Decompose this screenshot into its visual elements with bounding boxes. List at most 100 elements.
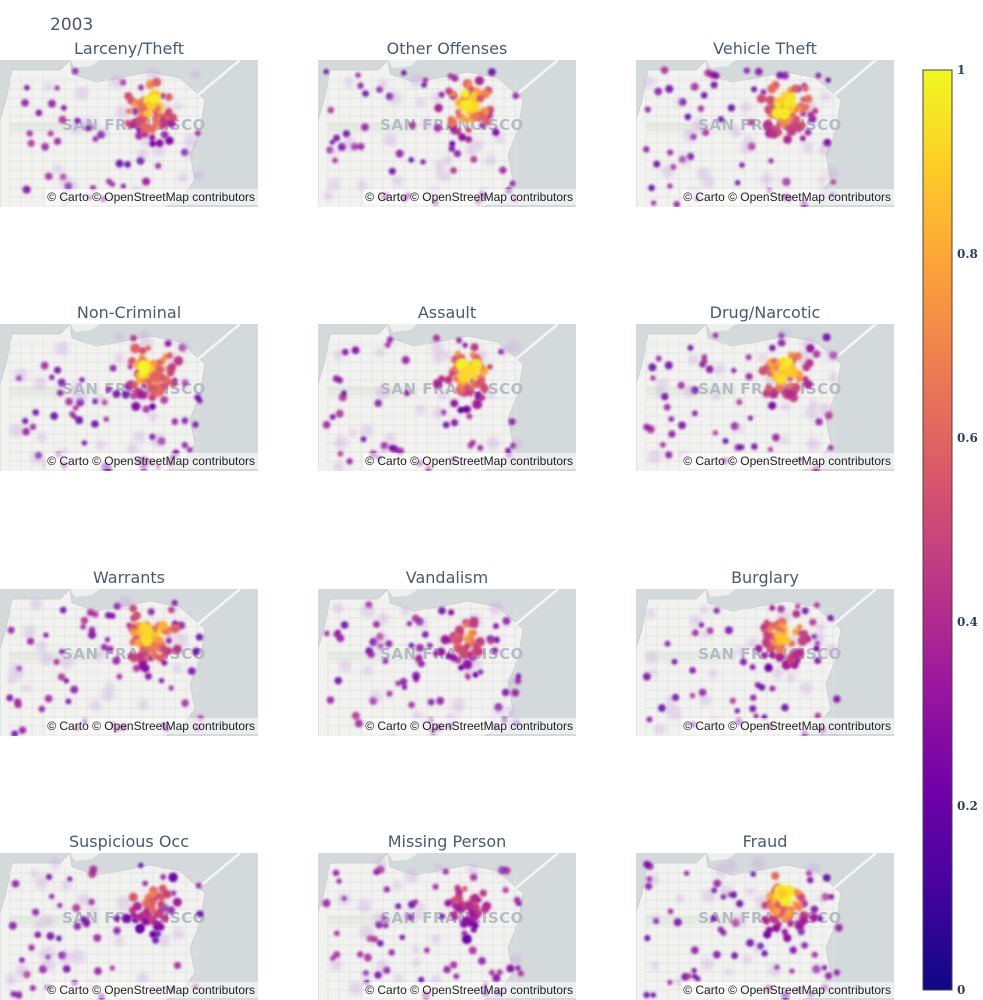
density-point [421,631,429,638]
density-point [124,91,133,101]
density-halo [411,945,420,954]
subplot-title: Fraud [743,832,788,851]
density-point [461,916,471,926]
density-halo [23,625,36,639]
map-view[interactable]: SAN FRANCISCO [0,324,258,474]
density-point [472,643,479,650]
density-point [712,950,721,959]
density-halo [158,934,170,947]
density-point [412,899,419,905]
density-point [149,889,157,898]
density-halo [376,959,388,972]
attribution-bg [682,718,894,734]
density-halo [740,101,752,114]
density-point [467,908,476,917]
map-attribution[interactable]: © Carto © OpenStreetMap contributors [683,454,891,468]
density-hotspot [460,366,472,378]
density-point [468,383,476,390]
density-point [168,606,175,614]
density-point [91,420,99,428]
density-point [502,886,509,894]
density-point [665,451,673,459]
density-point [94,967,102,975]
density-point [134,638,142,647]
map-attribution[interactable]: © Carto © OpenStreetMap contributors [365,983,573,997]
density-point [810,905,819,914]
density-point [168,872,178,883]
density-point [41,142,50,151]
density-halo [5,973,17,985]
density-halo [333,349,344,361]
density-point [374,399,383,408]
density-point [327,106,335,114]
density-point [760,89,767,96]
density-point [461,934,472,945]
map-view[interactable]: SAN FRANCISCO [318,60,576,210]
map-view[interactable]: SAN FRANCISCO [318,853,576,1000]
map-attribution[interactable]: © Carto © OpenStreetMap contributors [47,719,255,733]
density-halo [174,102,183,111]
density-point [105,178,113,185]
density-point [121,390,130,399]
map-attribution[interactable]: © Carto © OpenStreetMap contributors [365,190,573,204]
density-point [438,606,446,615]
map-attribution[interactable]: © Carto © OpenStreetMap contributors [683,719,891,733]
density-halo [115,105,129,120]
map-attribution[interactable]: © Carto © OpenStreetMap contributors [47,454,255,468]
map-attribution[interactable]: © Carto © OpenStreetMap contributors [47,983,255,997]
map-attribution[interactable]: © Carto © OpenStreetMap contributors [365,719,573,733]
density-point [440,635,450,645]
density-point [170,623,181,634]
density-point [401,355,410,365]
density-point [341,348,349,356]
density-point [70,685,79,694]
density-point [401,684,408,690]
density-point [772,923,781,933]
map-view[interactable]: SAN FRANCISCO [636,60,894,210]
map-attribution[interactable]: © Carto © OpenStreetMap contributors [47,190,255,204]
density-point [72,405,79,411]
colorbar-tick-label: 0 [957,983,965,997]
density-point [165,93,173,102]
map-attribution[interactable]: © Carto © OpenStreetMap contributors [683,983,891,997]
density-point [171,599,178,607]
map-attribution[interactable]: © Carto © OpenStreetMap contributors [683,190,891,204]
map-view[interactable]: SAN FRANCISCO [0,853,258,1000]
density-point [683,870,690,876]
subplot-panel: Non-Criminal SAN FRANCISCO© Carto © OpenS… [0,303,258,474]
map-attribution[interactable]: © Carto © OpenStreetMap contributors [365,454,573,468]
density-point [109,612,116,620]
density-point [112,656,121,665]
density-halo [127,443,139,455]
map-view[interactable]: SAN FRANCISCO [636,853,894,1000]
density-point [739,162,745,168]
density-point [833,695,841,703]
subplot-title: Missing Person [388,832,507,851]
density-point [644,106,651,113]
density-point [112,390,121,399]
density-point [362,90,369,97]
density-point [160,130,169,139]
map-view[interactable]: SAN FRANCISCO [318,324,576,474]
map-view[interactable]: SAN FRANCISCO [0,60,258,210]
density-point [386,336,394,343]
density-point [164,340,172,347]
density-halo [7,674,17,685]
map-view[interactable]: SAN FRANCISCO [0,589,258,739]
density-point [486,363,493,370]
density-point [793,352,802,361]
map-view[interactable]: SAN FRANCISCO [636,589,894,739]
density-point [418,976,425,983]
density-point [109,965,116,971]
density-point [158,677,165,684]
density-point [447,115,455,124]
density-halo [752,943,762,953]
density-point [53,366,62,374]
colorbar-tick-label: 0.8 [957,247,978,261]
map-view[interactable]: SAN FRANCISCO [636,324,894,474]
density-point [445,87,453,96]
density-halo [489,601,503,615]
density-point [152,77,162,87]
map-view[interactable]: SAN FRANCISCO [318,589,576,739]
map-land [636,589,842,736]
